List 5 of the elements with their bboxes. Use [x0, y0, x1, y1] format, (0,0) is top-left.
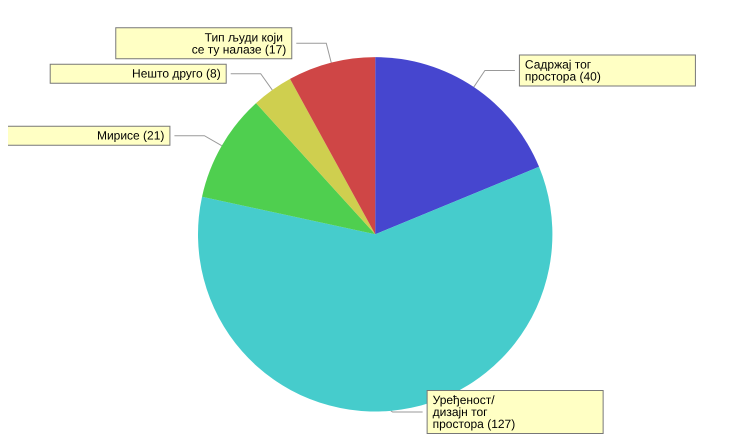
slice-label: Тип људи који се ту налазе (17) — [192, 30, 286, 56]
slice-label: Нешто друго (8) — [132, 66, 221, 81]
slice-label: Уређеност/ дизајн тог простора (127) — [432, 393, 516, 431]
slice-label: Садржај тог простора (40) — [524, 57, 601, 84]
slice-label: Мирисе (21) — [96, 128, 164, 143]
